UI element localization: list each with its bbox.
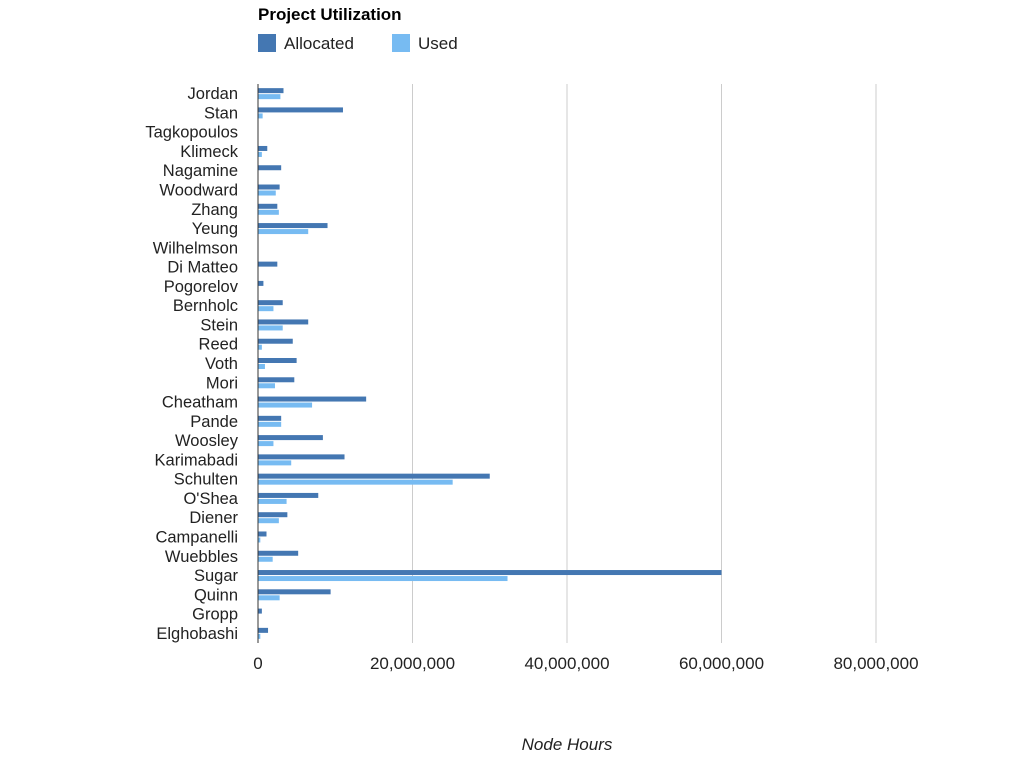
category-label: Karimabadi [155, 451, 238, 469]
bar-used [258, 537, 261, 543]
bar-allocated [258, 165, 282, 171]
bar-allocated [258, 223, 328, 229]
category-label: Pogorelov [164, 278, 239, 296]
legend-swatch-used [392, 34, 410, 52]
bar-allocated [258, 396, 367, 402]
bar-used [258, 209, 279, 215]
category-label: Stan [204, 104, 238, 122]
bar-used [258, 441, 274, 447]
category-label: Quinn [194, 586, 238, 604]
bar-used [258, 306, 274, 312]
bar-allocated [258, 415, 282, 421]
legend-label-used: Used [418, 34, 458, 53]
category-label: Nagamine [163, 162, 238, 180]
bar-used [258, 383, 275, 389]
bar-used [258, 556, 273, 562]
bar-allocated [258, 435, 323, 441]
category-label: Wuebbles [165, 548, 238, 566]
bar-allocated [258, 589, 331, 595]
bar-allocated [258, 338, 293, 344]
category-label: Mori [206, 374, 238, 392]
bar-allocated [258, 550, 299, 556]
bar-allocated [258, 107, 343, 113]
category-label: Reed [199, 336, 238, 354]
category-label: Klimeck [180, 143, 239, 161]
bar-used [258, 325, 283, 331]
bar-allocated [258, 608, 262, 614]
category-label: Woodward [159, 182, 238, 200]
category-label: Cheatham [162, 394, 238, 412]
x-tick-label: 60,000,000 [679, 654, 764, 673]
bar-allocated [258, 145, 268, 151]
bar-used [258, 479, 453, 485]
category-label: Pande [190, 413, 238, 431]
legend-label-allocated: Allocated [284, 34, 354, 53]
bar-used [258, 364, 265, 369]
x-tick-labels: 0 20,000,000 40,000,000 60,000,000 80,000,00… [253, 654, 918, 673]
x-tick-label: 20,000,000 [370, 654, 455, 673]
category-label: Sugar [194, 567, 239, 585]
bar-used [258, 113, 263, 119]
bar-used [258, 595, 280, 601]
x-tick-label: 40,000,000 [524, 654, 609, 673]
x-tick-label: 80,000,000 [833, 654, 918, 673]
category-label: Stein [200, 316, 238, 334]
bar-allocated [258, 280, 264, 286]
bar-used [258, 576, 508, 582]
category-label: Tagkopoulos [145, 124, 238, 142]
bar-allocated [258, 184, 280, 190]
category-label: O'Shea [183, 490, 238, 508]
category-label: Gropp [192, 606, 238, 624]
bar-used [258, 190, 276, 196]
legend: Allocated Used [258, 34, 458, 53]
category-label: Wilhelmson [153, 239, 238, 257]
bar-allocated [258, 570, 722, 576]
bar-allocated [258, 473, 490, 479]
bar-used [258, 94, 281, 100]
category-label: Jordan [188, 85, 238, 103]
bar-used [258, 498, 287, 504]
bar-used [258, 402, 313, 408]
bar-allocated [258, 261, 278, 267]
bar-allocated [258, 492, 319, 498]
bars [258, 88, 722, 639]
category-label: Schulten [174, 471, 238, 489]
category-label: Bernholc [173, 297, 238, 315]
bar-allocated [258, 319, 309, 325]
bar-allocated [258, 627, 269, 633]
category-label: Yeung [192, 220, 238, 238]
category-label: Campanelli [155, 528, 238, 546]
bar-used [258, 421, 282, 427]
category-label: Woosley [175, 432, 239, 450]
bar-used [258, 229, 309, 235]
gridlines [412, 84, 877, 643]
bar-allocated [258, 300, 283, 306]
bar-used [258, 344, 262, 350]
bar-allocated [258, 377, 295, 383]
bar-allocated [258, 88, 284, 94]
bar-used [258, 633, 261, 639]
chart-title: Project Utilization [258, 5, 402, 24]
bar-used [258, 518, 279, 524]
bar-allocated [258, 358, 297, 363]
bar-allocated [258, 512, 288, 518]
x-axis-title: Node Hours [522, 735, 613, 754]
legend-swatch-allocated [258, 34, 276, 52]
bar-allocated [258, 531, 267, 537]
category-label: Elghobashi [156, 625, 238, 643]
category-label: Diener [189, 509, 238, 527]
bar-used [258, 460, 292, 466]
category-label: Zhang [191, 201, 238, 219]
x-tick-label: 0 [253, 654, 262, 673]
bar-allocated [258, 454, 345, 460]
category-label: Voth [205, 355, 238, 373]
bar-allocated [258, 203, 278, 209]
category-label: Di Matteo [167, 259, 238, 277]
bar-used [258, 151, 262, 157]
